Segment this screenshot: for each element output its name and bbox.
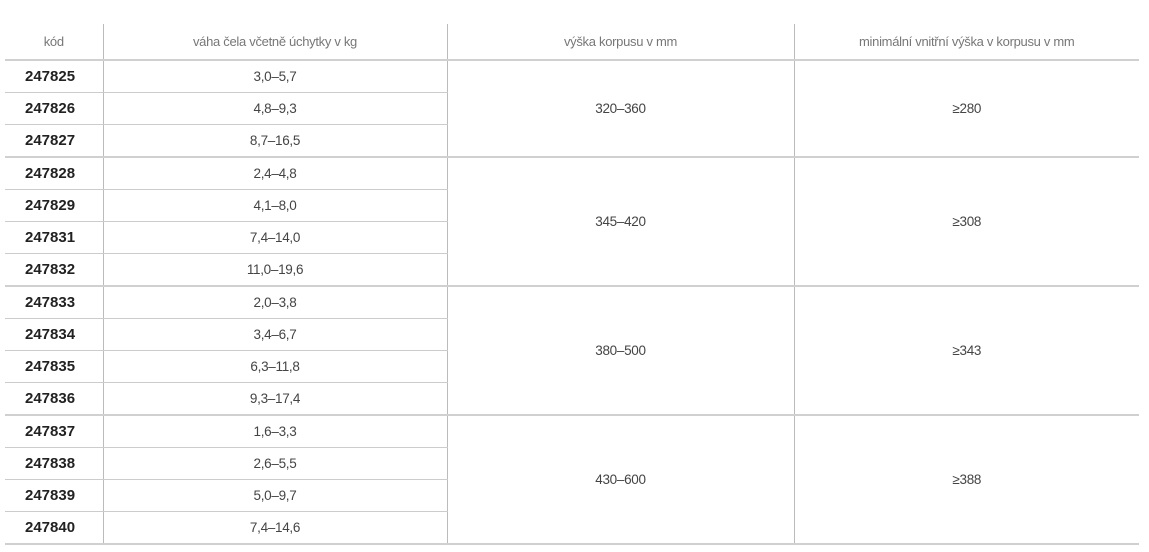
cell-weight: 2,0–3,8 [102,286,448,319]
cell-weight: 4,8–9,3 [102,92,448,125]
cell-code: 247833 [5,286,103,319]
cell-weight: 3,4–6,7 [102,318,448,351]
header-weight: váha čela včetně úchytky v kg [102,24,447,61]
cell-code: 247832 [5,253,103,287]
cell-body-height: 345–420 [447,157,794,287]
cell-weight: 5,0–9,7 [102,479,448,512]
cell-code: 247836 [5,382,103,416]
table-row: 247835 6,3–11,8 [5,350,1139,383]
cell-code: 247839 [5,479,103,512]
cell-code: 247840 [5,511,103,545]
table-row: 247837 1,6–3,3 430–600 ≥388 [5,415,1139,545]
cell-code: 247826 [5,92,103,125]
cell-body-height: 430–600 [447,415,794,545]
table-row: 247829 4,1–8,0 [5,189,1139,222]
cell-min-inner-height: ≥343 [793,286,1139,416]
cell-weight: 11,0–19,6 [102,253,448,287]
table-row: 247827 8,7–16,5 [5,124,1139,158]
cell-weight: 2,4–4,8 [102,157,448,190]
table-row: 247826 4,8–9,3 [5,92,1139,125]
cell-weight: 4,1–8,0 [102,189,448,222]
cell-code: 247825 [5,60,103,93]
cell-weight: 9,3–17,4 [102,382,448,416]
cell-weight: 6,3–11,8 [102,350,448,383]
table-row: 247833 2,0–3,8 380–500 ≥343 [5,286,1139,416]
table-row: 247825 3,0–5,7 320–360 ≥280 [5,60,1139,158]
cell-body-height: 320–360 [447,60,794,158]
cell-min-inner-height: ≥280 [793,60,1139,158]
cell-code: 247834 [5,318,103,351]
header-row: kód váha čela včetně úchytky v kg výška … [5,24,1139,61]
table-row: 247839 5,0–9,7 [5,479,1139,512]
cell-code: 247827 [5,124,103,158]
cell-weight: 3,0–5,7 [102,60,448,93]
header-code: kód [5,24,103,61]
cell-weight: 1,6–3,3 [102,415,448,448]
table-row: 247832 11,0–19,6 [5,253,1139,287]
header-body-height: výška korpusu v mm [446,24,794,61]
product-table: kód váha čela včetně úchytky v kg výška … [5,24,1139,545]
cell-code: 247831 [5,221,103,254]
cell-weight: 7,4–14,0 [102,221,448,254]
cell-code: 247835 [5,350,103,383]
cell-body-height: 380–500 [447,286,794,416]
cell-min-inner-height: ≥308 [793,157,1139,287]
cell-code: 247838 [5,447,103,480]
table-row: 247834 3,4–6,7 [5,318,1139,351]
cell-min-inner-height: ≥388 [793,415,1139,545]
cell-code: 247837 [5,415,103,448]
cell-code: 247829 [5,189,103,222]
cell-weight: 8,7–16,5 [102,124,448,158]
header-min-inner-height: minimální vnitřní výška v korpusu v mm [793,24,1139,61]
table-row: 247840 7,4–14,6 [5,511,1139,545]
cell-weight: 2,6–5,5 [102,447,448,480]
table-row: 247828 2,4–4,8 345–420 ≥308 [5,157,1139,287]
table-row: 247831 7,4–14,0 [5,221,1139,254]
table-row: 247838 2,6–5,5 [5,447,1139,480]
cell-code: 247828 [5,157,103,190]
cell-weight: 7,4–14,6 [102,511,448,545]
table-row: 247836 9,3–17,4 [5,382,1139,416]
